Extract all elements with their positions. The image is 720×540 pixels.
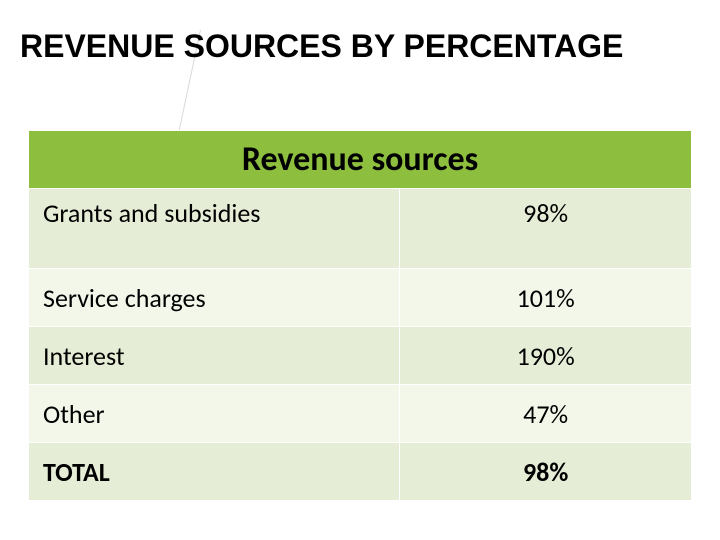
table-row: Service charges 101% bbox=[29, 269, 692, 327]
table-row: Interest 190% bbox=[29, 327, 692, 385]
row-value: 47% bbox=[400, 385, 692, 443]
row-value: 101% bbox=[400, 269, 692, 327]
table-header-row: Revenue sources bbox=[29, 131, 692, 189]
row-label: Other bbox=[29, 385, 400, 443]
row-label: Service charges bbox=[29, 269, 400, 327]
table-row: Grants and subsidies 98% bbox=[29, 189, 692, 269]
table-total-row: TOTAL 98% bbox=[29, 443, 692, 501]
row-value: 98% bbox=[400, 443, 692, 501]
row-value: 98% bbox=[400, 189, 692, 269]
row-label: Grants and subsidies bbox=[29, 189, 400, 269]
row-label: TOTAL bbox=[29, 443, 400, 501]
table-row: Other 47% bbox=[29, 385, 692, 443]
slide-title: REVENUE SOURCES BY PERCENTAGE bbox=[20, 28, 700, 65]
revenue-table: Revenue sources Grants and subsidies 98%… bbox=[28, 130, 692, 501]
row-value: 190% bbox=[400, 327, 692, 385]
table-header-cell: Revenue sources bbox=[29, 131, 692, 189]
row-label: Interest bbox=[29, 327, 400, 385]
